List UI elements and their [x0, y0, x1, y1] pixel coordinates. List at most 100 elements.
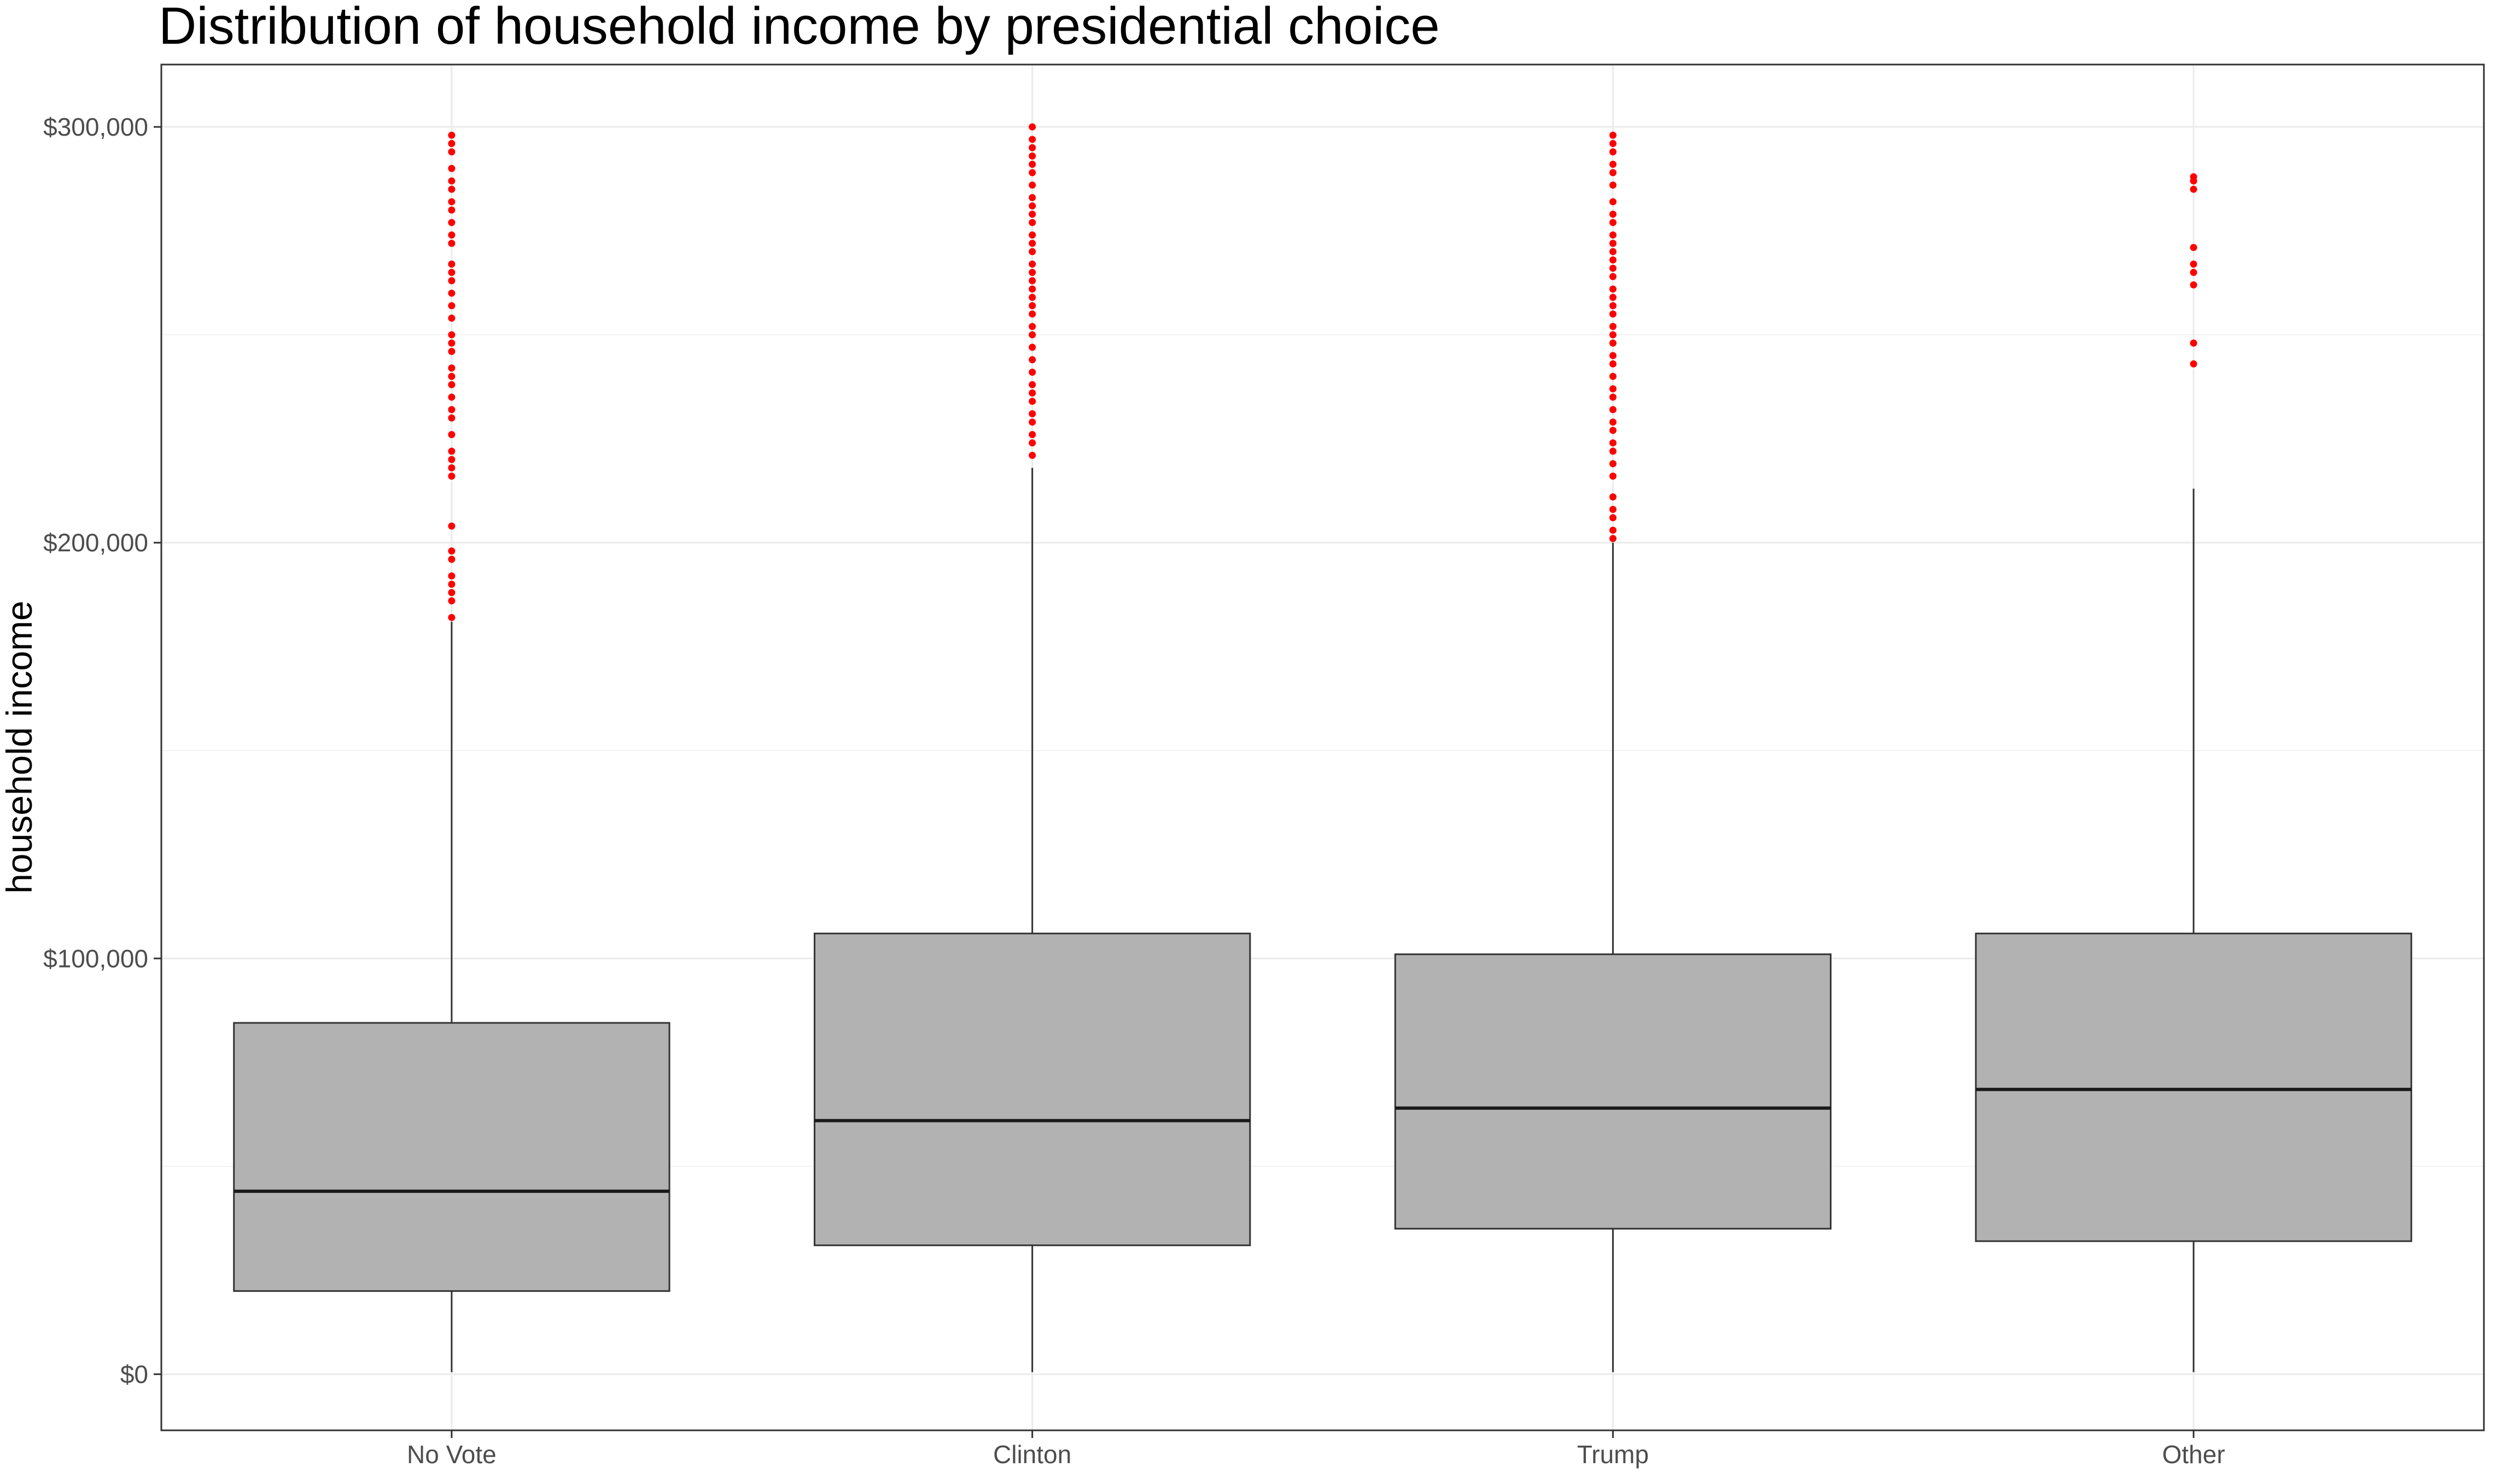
outlier-point: [1609, 447, 1617, 455]
outlier-point: [448, 165, 456, 172]
iqr-box: [1975, 933, 2412, 1242]
outlier-point: [448, 580, 456, 588]
outlier-point: [448, 131, 456, 139]
iqr-box: [233, 1022, 670, 1292]
outlier-point: [1609, 211, 1617, 218]
outlier-point: [1029, 310, 1036, 318]
outlier-point: [1029, 194, 1036, 201]
outlier-point: [1029, 323, 1036, 330]
outlier-point: [448, 331, 456, 339]
outlier-point: [1609, 294, 1617, 301]
outlier-point: [1029, 302, 1036, 310]
outlier-point: [1029, 202, 1036, 209]
outlier-point: [2190, 173, 2197, 181]
outlier-point: [448, 302, 456, 310]
outlier-point: [448, 547, 456, 555]
outlier-point: [1609, 264, 1617, 272]
outlier-point: [448, 198, 456, 206]
outlier-point: [1609, 514, 1617, 522]
outlier-point: [448, 269, 456, 276]
outlier-point: [1029, 398, 1036, 405]
iqr-box: [813, 933, 1251, 1247]
outlier-point: [448, 589, 456, 596]
outlier-point: [1609, 526, 1617, 534]
axes: $0 $100,000 $200,000 $300,000 No Vote Clinton…: [43, 113, 2225, 1469]
outlier-point: [1609, 231, 1617, 239]
box-clinton: [813, 468, 1251, 1372]
outlier-point: [1029, 152, 1036, 160]
outlier-point: [1609, 393, 1617, 401]
outlier-point: [2190, 243, 2197, 251]
outlier-point: [448, 614, 456, 621]
outlier-point: [1029, 368, 1036, 376]
outlier-point: [1029, 160, 1036, 168]
outlier-point: [1029, 219, 1036, 226]
outlier-point: [1029, 123, 1036, 131]
box-other: [1975, 488, 2412, 1372]
outlier-point: [1029, 356, 1036, 364]
outlier-point: [1029, 211, 1036, 218]
chart-title: Distribution of household income by pres…: [159, 0, 1440, 55]
boxes: [233, 468, 2412, 1372]
outlier-point: [448, 406, 456, 414]
outlier-point: [1609, 273, 1617, 281]
outlier-point: [448, 240, 456, 247]
outlier-point: [1029, 144, 1036, 152]
outlier-point: [1609, 427, 1617, 434]
outlier-point: [1029, 136, 1036, 143]
outlier-point: [448, 556, 456, 563]
outlier-point: [1029, 240, 1036, 247]
outlier-point: [448, 372, 456, 380]
iqr-box: [1394, 953, 1832, 1230]
outlier-point: [1609, 160, 1617, 168]
outlier-point: [448, 364, 456, 372]
outlier-point: [1029, 294, 1036, 301]
outlier-point: [448, 431, 456, 439]
outlier-point: [448, 277, 456, 284]
outlier-point: [448, 572, 456, 580]
outlier-points: [448, 123, 2197, 621]
x-tick-label: No Vote: [407, 1440, 497, 1469]
outlier-point: [448, 597, 456, 605]
outlier-point: [1029, 231, 1036, 239]
outlier-point: [1609, 310, 1617, 318]
x-tick-label: Trump: [1577, 1440, 1649, 1469]
box-trump: [1394, 543, 1832, 1372]
outlier-point: [2190, 269, 2197, 276]
outlier-point: [1029, 285, 1036, 293]
outlier-point: [1609, 385, 1617, 393]
outlier-point: [1029, 331, 1036, 339]
outlier-point: [1609, 460, 1617, 468]
y-tick-label: $300,000: [43, 113, 148, 141]
outlier-point: [2190, 339, 2197, 347]
outlier-point: [1609, 473, 1617, 480]
outlier-point: [448, 522, 456, 530]
outlier-point: [448, 339, 456, 347]
outlier-point: [1609, 372, 1617, 380]
y-tick-label: $200,000: [43, 528, 148, 557]
outlier-point: [1029, 260, 1036, 268]
outlier-point: [448, 185, 456, 193]
outlier-point: [1029, 439, 1036, 447]
outlier-point: [1609, 302, 1617, 310]
outlier-point: [1029, 381, 1036, 388]
outlier-point: [448, 315, 456, 322]
outlier-point: [448, 464, 456, 471]
panel-border: [160, 63, 2485, 1431]
y-tick-label: $100,000: [43, 944, 148, 973]
outlier-point: [1609, 248, 1617, 255]
outlier-point: [1609, 285, 1617, 293]
outlier-point: [1609, 505, 1617, 513]
outlier-point: [1609, 240, 1617, 247]
x-tick-label: Clinton: [993, 1440, 1071, 1469]
outlier-point: [448, 231, 456, 239]
outlier-point: [1609, 493, 1617, 501]
outlier-point: [448, 148, 456, 156]
outlier-point: [2190, 360, 2197, 368]
outlier-point: [2190, 260, 2197, 268]
outlier-point: [1609, 535, 1617, 543]
outlier-point: [448, 289, 456, 297]
outlier-point: [448, 393, 456, 401]
outlier-point: [448, 414, 456, 422]
